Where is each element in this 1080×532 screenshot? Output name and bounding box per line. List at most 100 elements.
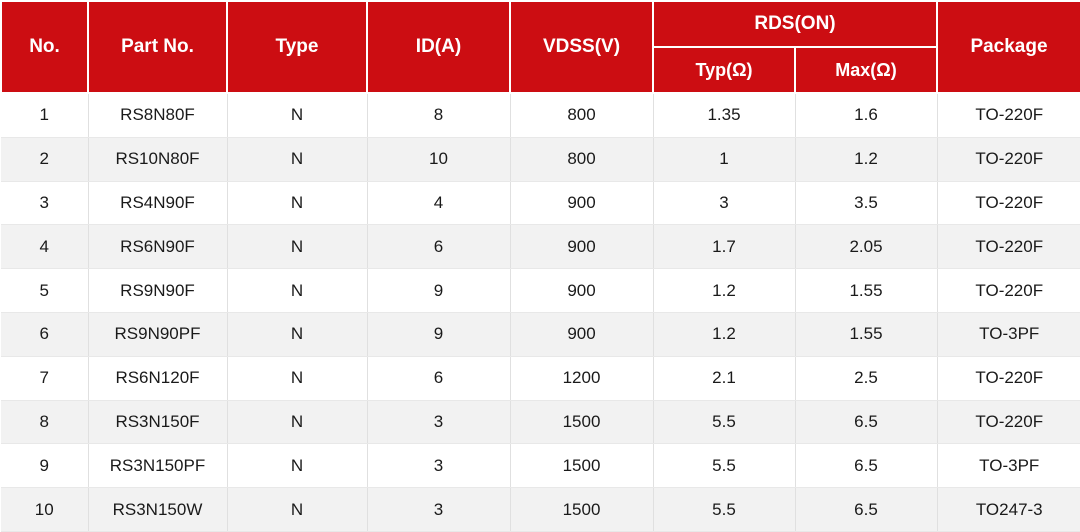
cell-part-no: RS9N90F	[88, 268, 228, 313]
cell-rds-max: 6.5	[795, 487, 938, 532]
cell-vdss-v: 800	[510, 93, 654, 138]
table-row: 1 RS8N80F N 8 800 1.35 1.6 TO-220F	[1, 93, 1080, 138]
cell-package: TO-220F	[937, 400, 1080, 445]
cell-rds-typ: 5.5	[653, 400, 796, 445]
cell-part-no: RS6N90F	[88, 224, 228, 270]
cell-no: 6	[1, 312, 89, 357]
cell-vdss-v: 1200	[510, 356, 654, 401]
cell-vdss-v: 900	[510, 268, 654, 313]
cell-rds-max: 6.5	[795, 443, 938, 489]
cell-id-a: 9	[367, 312, 511, 357]
cell-type: N	[227, 356, 368, 401]
table-row: 7 RS6N120F N 6 1200 2.1 2.5 TO-220F	[1, 356, 1080, 401]
column-header-group-rds-on: RDS(ON)	[652, 0, 938, 48]
column-header-part-no: Part No.	[87, 0, 228, 94]
cell-vdss-v: 800	[510, 137, 654, 182]
column-header-no: No.	[0, 0, 89, 94]
table-header: No. Part No. Type ID(A) VDSS(V) RDS(ON) …	[0, 0, 1080, 94]
cell-rds-max: 2.05	[795, 224, 938, 270]
cell-no: 10	[1, 487, 89, 532]
cell-type: N	[227, 224, 368, 270]
cell-rds-typ: 1.2	[653, 268, 796, 313]
cell-rds-typ: 1.7	[653, 224, 796, 270]
table-row: 3 RS4N90F N 4 900 3 3.5 TO-220F	[1, 181, 1080, 226]
cell-id-a: 3	[367, 443, 511, 489]
cell-type: N	[227, 312, 368, 357]
column-header-rds-typ: Typ(Ω)	[652, 46, 796, 94]
column-header-type: Type	[226, 0, 368, 94]
cell-no: 4	[1, 224, 89, 270]
cell-id-a: 4	[367, 181, 511, 226]
cell-type: N	[227, 137, 368, 182]
cell-package: TO-220F	[937, 181, 1080, 226]
cell-id-a: 3	[367, 400, 511, 445]
cell-id-a: 6	[367, 224, 511, 270]
cell-no: 5	[1, 268, 89, 313]
cell-vdss-v: 1500	[510, 400, 654, 445]
cell-type: N	[227, 93, 368, 138]
cell-type: N	[227, 400, 368, 445]
table-row: 4 RS6N90F N 6 900 1.7 2.05 TO-220F	[1, 224, 1080, 270]
cell-rds-typ: 5.5	[653, 443, 796, 489]
cell-part-no: RS3N150F	[88, 400, 228, 445]
cell-rds-max: 1.2	[795, 137, 938, 182]
table-row: 2 RS10N80F N 10 800 1 1.2 TO-220F	[1, 137, 1080, 182]
cell-rds-typ: 5.5	[653, 487, 796, 532]
cell-package: TO-220F	[937, 224, 1080, 270]
cell-rds-typ: 1	[653, 137, 796, 182]
cell-part-no: RS3N150PF	[88, 443, 228, 489]
cell-rds-typ: 3	[653, 181, 796, 226]
cell-rds-typ: 1.2	[653, 312, 796, 357]
column-header-package: Package	[936, 0, 1080, 94]
cell-type: N	[227, 181, 368, 226]
cell-rds-max: 1.55	[795, 312, 938, 357]
table-row: 10 RS3N150W N 3 1500 5.5 6.5 TO247-3	[1, 487, 1080, 532]
header-row-secondary: Typ(Ω) Max(Ω)	[1, 46, 1080, 94]
cell-part-no: RS6N120F	[88, 356, 228, 401]
cell-part-no: RS4N90F	[88, 181, 228, 226]
table-row: 6 RS9N90PF N 9 900 1.2 1.55 TO-3PF	[1, 312, 1080, 357]
cell-rds-typ: 1.35	[653, 93, 796, 138]
column-header-id-a: ID(A)	[366, 0, 511, 94]
cell-type: N	[227, 268, 368, 313]
cell-package: TO247-3	[937, 487, 1080, 532]
cell-rds-max: 6.5	[795, 400, 938, 445]
cell-rds-typ: 2.1	[653, 356, 796, 401]
cell-package: TO-3PF	[937, 443, 1080, 489]
cell-type: N	[227, 443, 368, 489]
cell-package: TO-220F	[937, 268, 1080, 313]
cell-package: TO-220F	[937, 137, 1080, 182]
cell-package: TO-3PF	[937, 312, 1080, 357]
cell-type: N	[227, 487, 368, 532]
cell-id-a: 6	[367, 356, 511, 401]
cell-part-no: RS8N80F	[88, 93, 228, 138]
cell-vdss-v: 900	[510, 312, 654, 357]
cell-vdss-v: 1500	[510, 487, 654, 532]
table-row: 5 RS9N90F N 9 900 1.2 1.55 TO-220F	[1, 268, 1080, 313]
column-header-rds-max: Max(Ω)	[794, 46, 938, 94]
cell-no: 3	[1, 181, 89, 226]
cell-no: 8	[1, 400, 89, 445]
cell-id-a: 10	[367, 137, 511, 182]
table-body: 1 RS8N80F N 8 800 1.35 1.6 TO-220F 2 RS10N80F N 10 8…	[1, 93, 1080, 532]
cell-package: TO-220F	[937, 356, 1080, 401]
cell-rds-max: 1.55	[795, 268, 938, 313]
cell-no: 1	[1, 93, 89, 138]
cell-part-no: RS9N90PF	[88, 312, 228, 357]
cell-no: 7	[1, 356, 89, 401]
header-row-primary: No. Part No. Type ID(A) VDSS(V) RDS(ON) …	[0, 0, 1080, 94]
cell-id-a: 9	[367, 268, 511, 313]
cell-rds-max: 1.6	[795, 93, 938, 138]
cell-no: 9	[1, 443, 89, 489]
table-row: 8 RS3N150F N 3 1500 5.5 6.5 TO-220F	[1, 400, 1080, 445]
cell-part-no: RS3N150W	[88, 487, 228, 532]
cell-vdss-v: 1500	[510, 443, 654, 489]
cell-id-a: 8	[367, 93, 511, 138]
cell-no: 2	[1, 137, 89, 182]
cell-rds-max: 3.5	[795, 181, 938, 226]
cell-vdss-v: 900	[510, 224, 654, 270]
cell-rds-max: 2.5	[795, 356, 938, 401]
cell-vdss-v: 900	[510, 181, 654, 226]
table-row: 9 RS3N150PF N 3 1500 5.5 6.5 TO-3PF	[1, 443, 1080, 489]
